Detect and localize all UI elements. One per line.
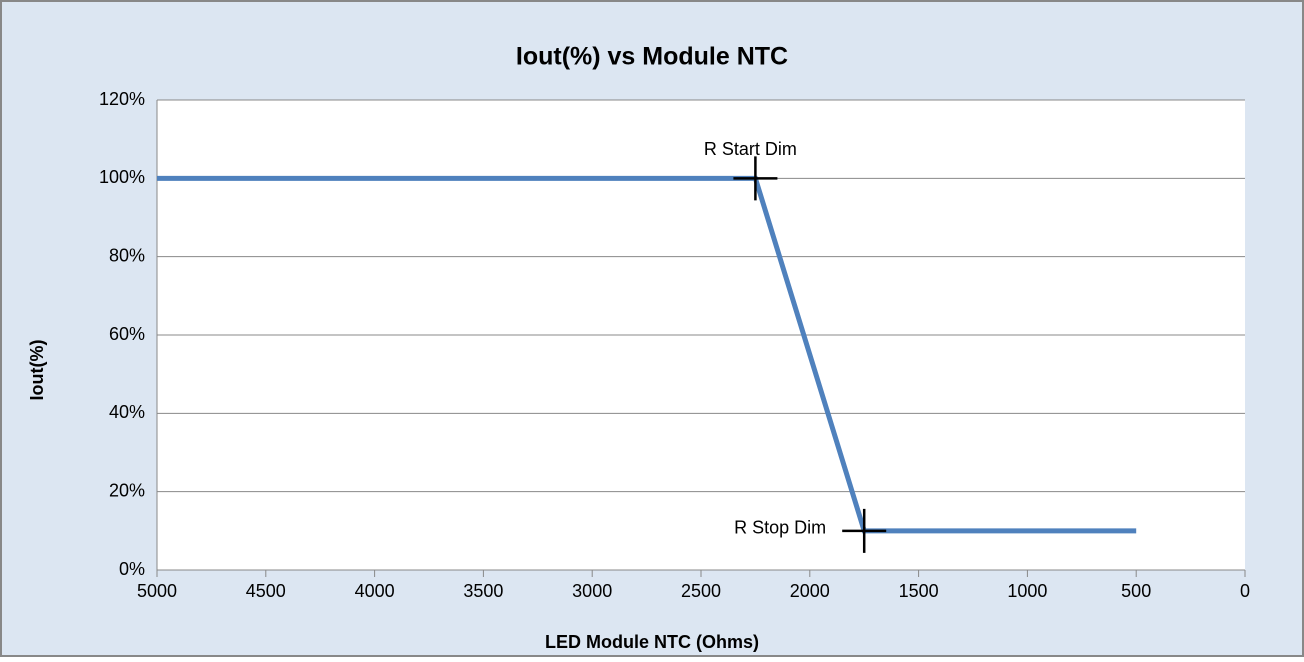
x-tick-label: 4500	[246, 581, 286, 601]
data-line	[157, 175, 1137, 534]
y-tick-label: 80%	[109, 245, 145, 265]
x-tick-label: 1500	[899, 581, 939, 601]
y-tick-label: 120%	[99, 89, 145, 109]
x-tick-label: 500	[1121, 581, 1151, 601]
annotation-marker	[733, 156, 778, 201]
x-axis-label: LED Module NTC (Ohms)	[545, 632, 759, 652]
x-tick-label: 2000	[790, 581, 830, 601]
annotation-label: R Stop Dim	[734, 518, 826, 538]
y-tick-label: 0%	[119, 559, 145, 579]
annotation-marker	[842, 508, 887, 553]
x-tick-label: 0	[1240, 581, 1250, 601]
x-tick-label: 3500	[463, 581, 503, 601]
x-tick-label: 3000	[572, 581, 612, 601]
y-tick-label: 20%	[109, 480, 145, 500]
x-tick-label: 5000	[137, 581, 177, 601]
x-tick-label: 4000	[355, 581, 395, 601]
y-tick-label: 60%	[109, 324, 145, 344]
y-axis-label: Iout(%)	[27, 340, 47, 401]
x-tick-label: 1000	[1007, 581, 1047, 601]
y-tick-label: 40%	[109, 402, 145, 422]
x-tick-label: 2500	[681, 581, 721, 601]
y-tick-label: 100%	[99, 167, 145, 187]
chart-title: Iout(%) vs Module NTC	[516, 43, 788, 71]
annotation-label: R Start Dim	[704, 139, 797, 159]
